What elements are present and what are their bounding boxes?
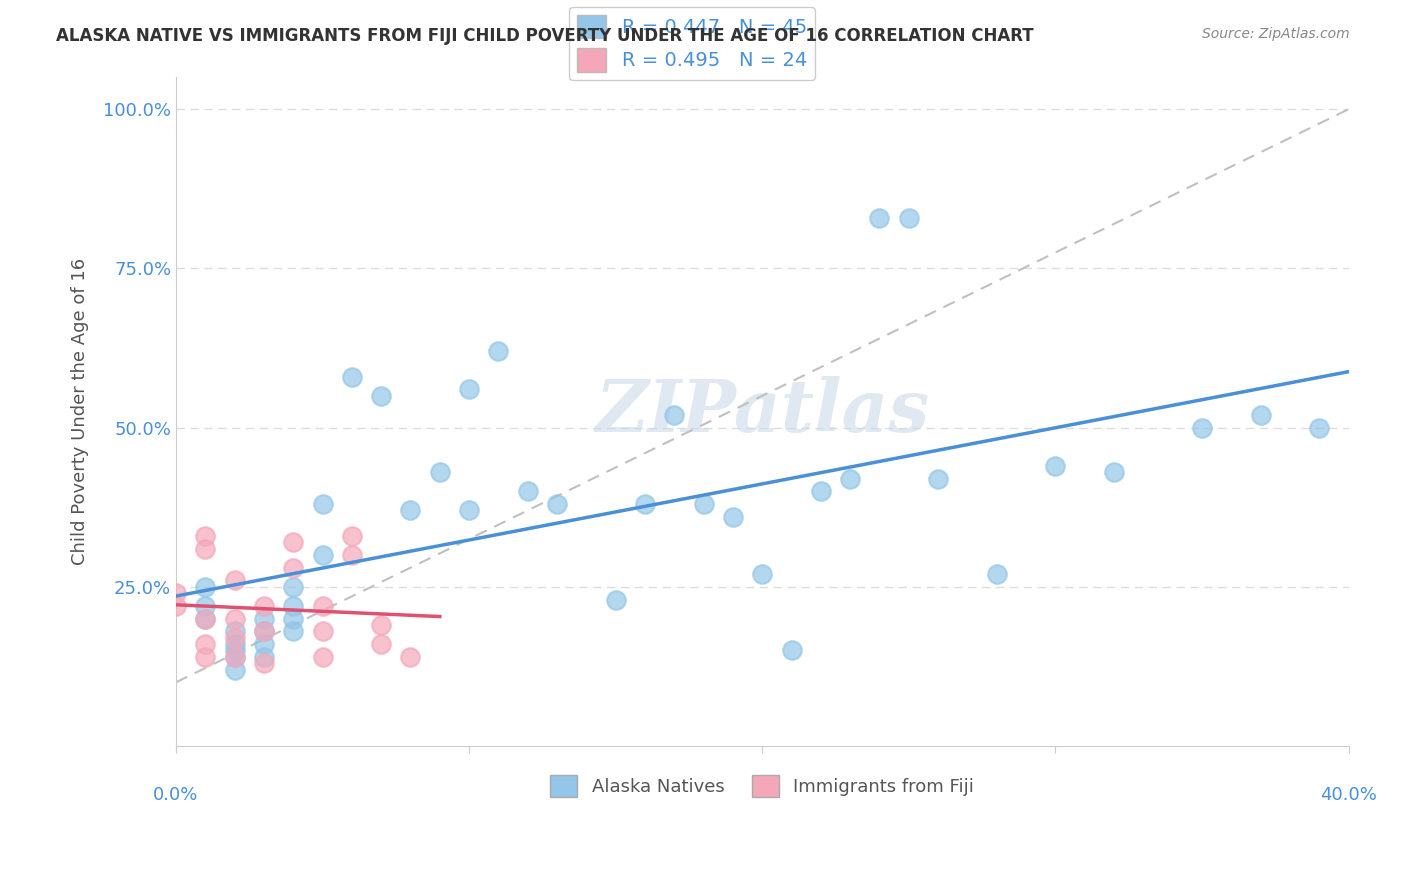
Point — [194, 612, 217, 626]
Point — [253, 612, 276, 626]
Point — [869, 211, 891, 225]
Point — [340, 369, 363, 384]
Point — [370, 618, 392, 632]
Point — [927, 472, 949, 486]
Point — [458, 503, 481, 517]
Point — [224, 643, 246, 657]
Point — [311, 649, 333, 664]
Point — [165, 586, 187, 600]
Point — [224, 612, 246, 626]
Point — [810, 484, 832, 499]
Point — [488, 344, 510, 359]
Point — [283, 580, 305, 594]
Point — [1102, 465, 1125, 479]
Point — [1308, 420, 1330, 434]
Point — [370, 389, 392, 403]
Point — [253, 657, 276, 671]
Point — [224, 631, 246, 645]
Point — [516, 484, 538, 499]
Point — [721, 509, 744, 524]
Point — [986, 567, 1008, 582]
Point — [634, 497, 657, 511]
Point — [283, 560, 305, 574]
Point — [224, 624, 246, 639]
Point — [253, 649, 276, 664]
Text: Source: ZipAtlas.com: Source: ZipAtlas.com — [1202, 27, 1350, 41]
Text: 0.0%: 0.0% — [153, 786, 198, 804]
Point — [311, 497, 333, 511]
Point — [253, 624, 276, 639]
Point — [340, 548, 363, 562]
Point — [253, 599, 276, 613]
Point — [839, 472, 862, 486]
Point — [194, 580, 217, 594]
Point — [605, 592, 627, 607]
Point — [283, 624, 305, 639]
Point — [224, 649, 246, 664]
Point — [253, 624, 276, 639]
Point — [546, 497, 568, 511]
Point — [165, 599, 187, 613]
Y-axis label: Child Poverty Under the Age of 16: Child Poverty Under the Age of 16 — [72, 258, 89, 566]
Point — [194, 541, 217, 556]
Point — [194, 612, 217, 626]
Point — [194, 649, 217, 664]
Point — [1250, 408, 1272, 422]
Point — [340, 529, 363, 543]
Point — [1191, 420, 1213, 434]
Point — [429, 465, 451, 479]
Text: 40.0%: 40.0% — [1320, 786, 1376, 804]
Point — [283, 612, 305, 626]
Point — [194, 529, 217, 543]
Point — [224, 649, 246, 664]
Point — [224, 637, 246, 651]
Point — [370, 637, 392, 651]
Point — [458, 383, 481, 397]
Point — [283, 535, 305, 549]
Text: ZIPatlas: ZIPatlas — [595, 376, 929, 447]
Point — [283, 599, 305, 613]
Text: ALASKA NATIVE VS IMMIGRANTS FROM FIJI CHILD POVERTY UNDER THE AGE OF 16 CORRELAT: ALASKA NATIVE VS IMMIGRANTS FROM FIJI CH… — [56, 27, 1033, 45]
Point — [194, 637, 217, 651]
Point — [311, 624, 333, 639]
Point — [194, 599, 217, 613]
Point — [399, 503, 422, 517]
Point — [224, 574, 246, 588]
Point — [664, 408, 686, 422]
Point — [1045, 458, 1067, 473]
Point — [897, 211, 920, 225]
Point — [311, 548, 333, 562]
Point — [253, 637, 276, 651]
Point — [311, 599, 333, 613]
Point — [224, 663, 246, 677]
Legend: Alaska Natives, Immigrants from Fiji: Alaska Natives, Immigrants from Fiji — [543, 767, 981, 804]
Point — [751, 567, 773, 582]
Point — [692, 497, 714, 511]
Point — [780, 643, 803, 657]
Point — [399, 649, 422, 664]
